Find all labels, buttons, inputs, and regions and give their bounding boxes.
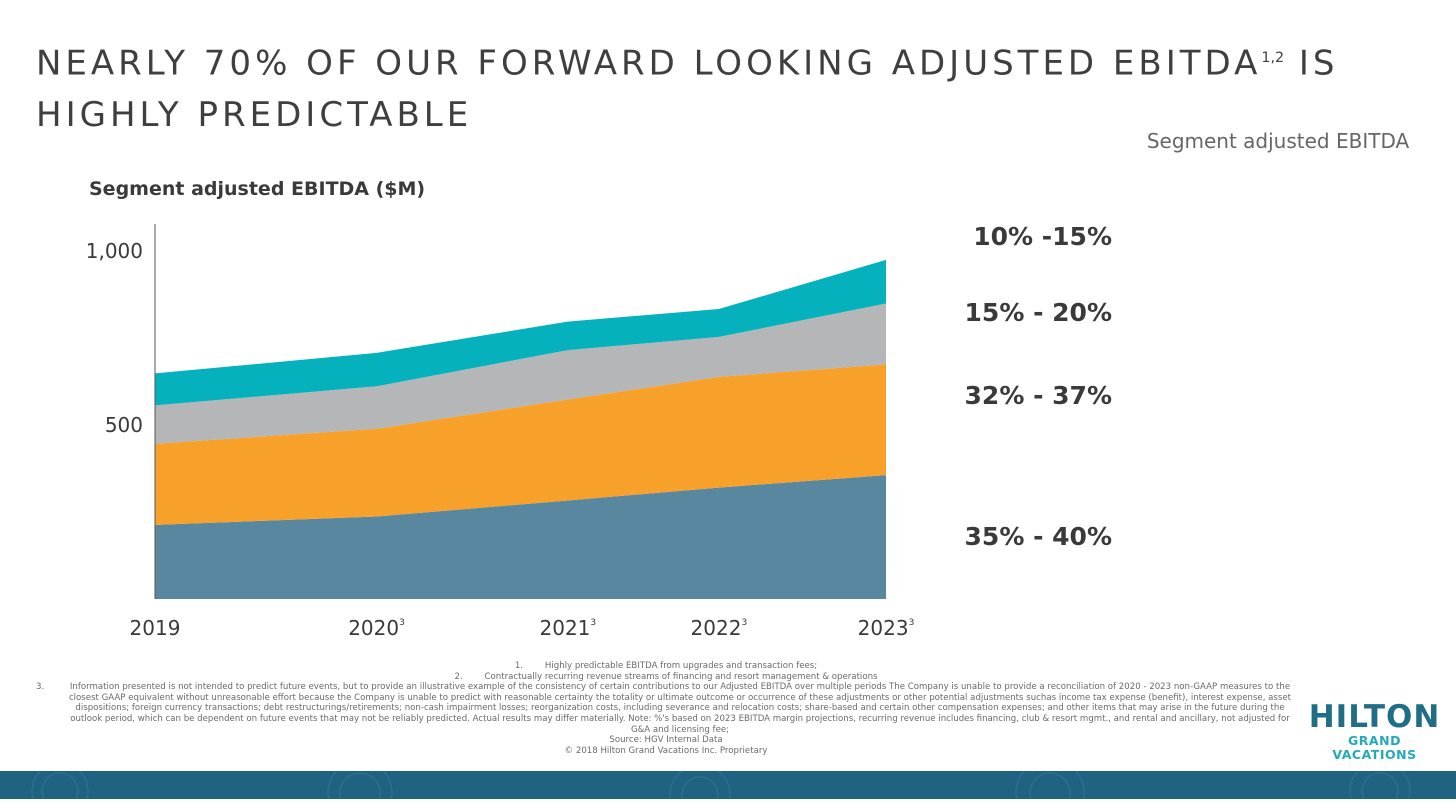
x-tick-label: 20213 [540,616,597,640]
footnote-copyright: © 2018 Hilton Grand Vacations Inc. Propr… [564,745,768,756]
footnotes: 1. Highly predictable EBITDA from upgrad… [36,661,1296,756]
footnote-2: 2. Contractually recurring revenue strea… [454,671,878,682]
segment-pct-existing-owners: 32% - 37% [964,381,1112,410]
x-tick-label: 2019 [130,616,181,640]
area-series-1 [155,364,886,525]
x-tick-label: 20223 [691,616,748,640]
company-logo: HILTON GRAND VACATIONS [1307,700,1442,762]
area-series-2 [155,303,886,444]
segment-box-new-owners: Real estate EBITDA from new owners [1145,210,1417,259]
segment-box-recurring: EBITDA from recurring revenue streams2 [1157,509,1405,564]
segment-box-rental: Rental & ancillary EBITDA [1182,287,1379,336]
segment-pct-recurring: 35% - 40% [964,522,1112,551]
segment-pct-new-owners: 10% -15% [973,222,1112,251]
title-superscript: 1,2 [1261,50,1285,66]
x-tick-label: 20233 [858,616,915,640]
segment-header: Segment adjusted EBITDA [1146,129,1410,153]
chart-title: Segment adjusted EBITDA ($M) [89,178,426,200]
footnote-source: Source: HGV Internal Data [609,735,723,746]
logo-line-1: HILTON [1308,699,1441,735]
y-tick-label: 500 [105,413,143,437]
y-tick-label: 1,000 [86,239,143,263]
area-series-0 [155,475,886,599]
footnote-3: 3. Information presented is not intended … [36,682,1292,735]
bottom-decorative-band [0,758,1456,803]
segment-pct-rental: 15% - 20% [964,298,1112,327]
footnote-1: 1. Highly predictable EBITDA from upgrad… [514,661,818,671]
logo-line-2: GRAND VACATIONS [1332,733,1417,762]
area-series-3 [155,259,886,406]
x-tick-label: 20203 [348,616,405,640]
segment-box-existing-owners: Real estate and transaction EBITDA from … [1145,351,1417,432]
page-title: NEARLY 70% OF OUR FORWARD LOOKING ADJUST… [36,43,1339,136]
band-pattern [31,758,1411,803]
